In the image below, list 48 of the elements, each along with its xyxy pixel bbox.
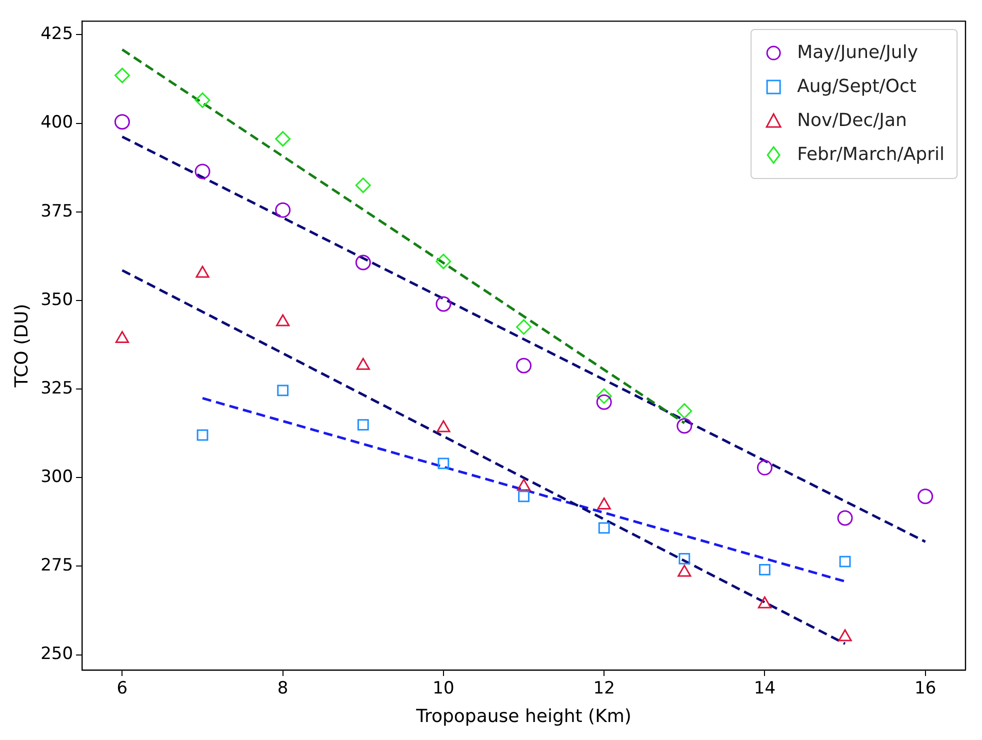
- point: [436, 296, 452, 312]
- legend-label: Nov/Dec/Jan: [797, 109, 907, 134]
- point: [277, 384, 289, 396]
- x-tick-label: 16: [914, 678, 936, 699]
- point: [676, 403, 692, 419]
- point: [196, 429, 208, 441]
- point: [596, 388, 612, 404]
- point: [678, 553, 690, 564]
- x-tick-label: 14: [754, 678, 776, 699]
- y-tick-label: 275: [40, 556, 74, 576]
- point: [275, 202, 291, 218]
- point: [355, 254, 371, 270]
- y-tick-label: 400: [40, 112, 74, 133]
- point: [355, 178, 371, 194]
- legend-label: Aug/Sept/Oct: [797, 75, 916, 100]
- point: [756, 460, 772, 476]
- point: [436, 254, 452, 270]
- point: [918, 488, 934, 504]
- point: [676, 418, 692, 434]
- point: [598, 522, 610, 534]
- point: [194, 92, 210, 108]
- point: [516, 358, 532, 374]
- point: [438, 458, 450, 470]
- point: [837, 510, 853, 526]
- point: [518, 490, 530, 502]
- x-tick-label: 12: [593, 678, 615, 699]
- legend-label: Febr/March/April: [797, 143, 944, 168]
- point: [516, 319, 532, 335]
- x-axis-title: Tropopause height (Km): [415, 706, 632, 727]
- y-tick-label: 350: [40, 290, 74, 310]
- y-tick-label: 375: [40, 201, 74, 222]
- point: [596, 394, 612, 410]
- y-tick-label: 325: [40, 378, 74, 398]
- y-tick-label: 425: [40, 24, 74, 44]
- point: [194, 164, 210, 180]
- x-tick-label: 8: [277, 678, 288, 699]
- y-tick-label: 300: [40, 467, 74, 488]
- point: [759, 564, 770, 576]
- x-tick-label: 10: [432, 678, 454, 699]
- legend-label: May/June/July: [797, 41, 918, 66]
- x-tick-label: 6: [116, 678, 128, 699]
- point: [839, 556, 851, 568]
- point: [357, 419, 369, 430]
- point: [114, 68, 130, 84]
- y-axis-title: TCO (DU): [11, 304, 32, 388]
- y-tick-label: 250: [40, 644, 74, 664]
- point: [275, 131, 291, 147]
- point: [114, 114, 130, 130]
